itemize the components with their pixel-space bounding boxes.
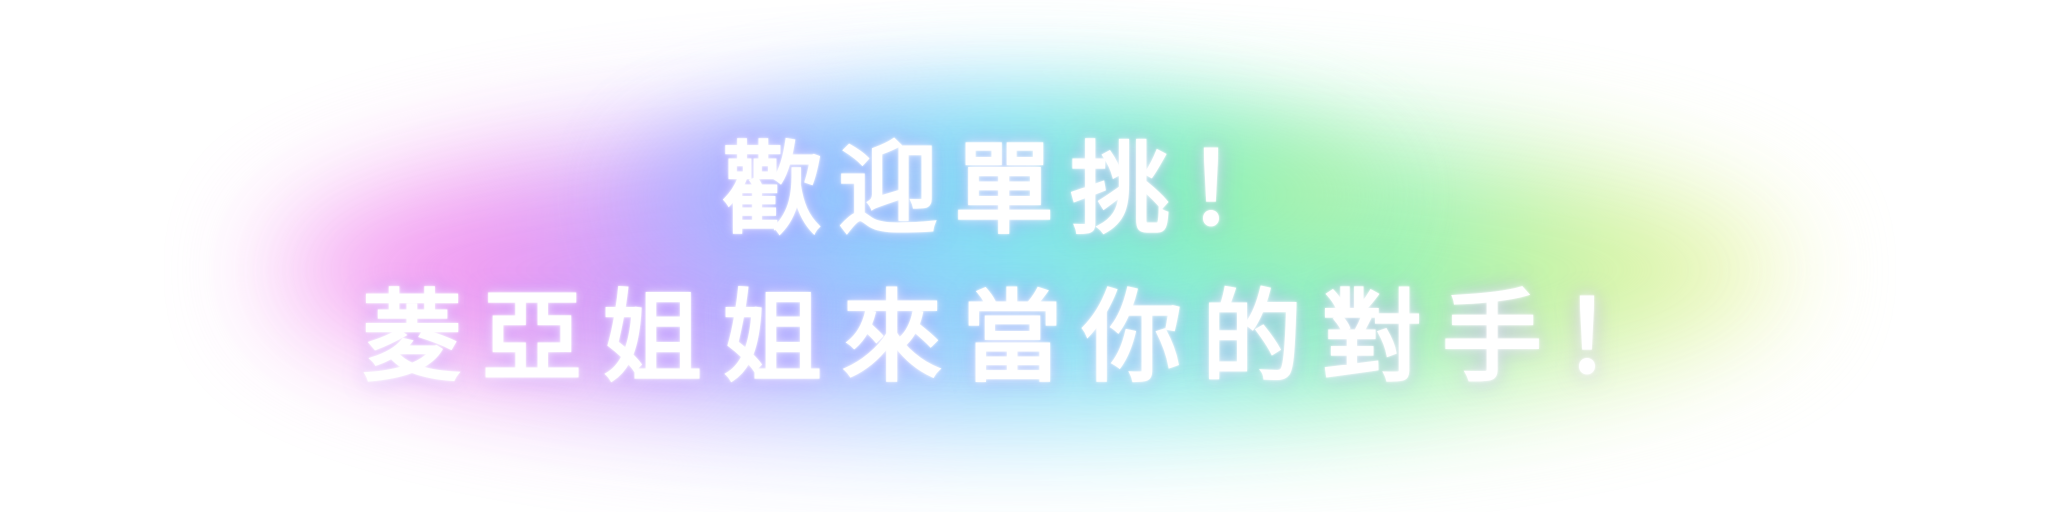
headline-line-1: 歡迎單挑！ xyxy=(722,131,1302,248)
rainbow-glow-top xyxy=(640,95,1380,295)
headline-line-2: 菱亞姐姐來當你的對手！ xyxy=(362,279,1682,396)
